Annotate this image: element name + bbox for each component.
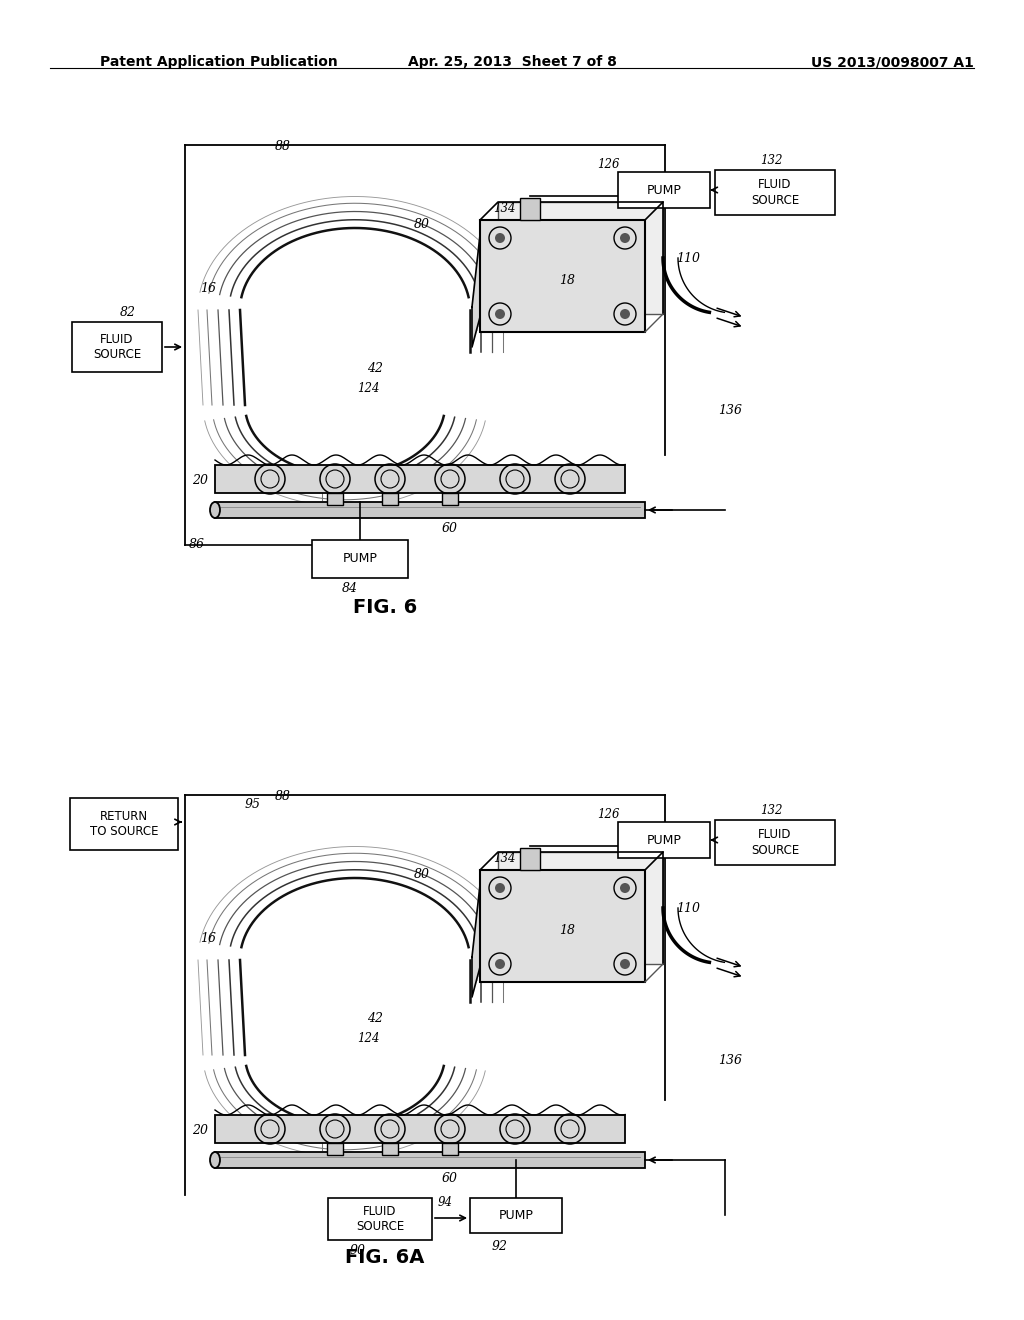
Circle shape — [495, 309, 505, 319]
Text: 18: 18 — [559, 275, 575, 288]
Bar — [215, 502, 645, 517]
Text: 136: 136 — [718, 404, 742, 417]
Bar — [519, 847, 540, 870]
Bar — [442, 492, 458, 506]
Text: 20: 20 — [193, 1123, 208, 1137]
Bar — [327, 492, 343, 506]
Bar — [70, 799, 178, 850]
Text: 92: 92 — [492, 1241, 508, 1254]
Bar — [215, 1115, 625, 1143]
Text: FLUID
SOURCE: FLUID SOURCE — [751, 829, 799, 857]
Bar — [498, 851, 663, 964]
Text: 132: 132 — [760, 804, 782, 817]
Bar — [442, 1143, 458, 1155]
Text: PUMP: PUMP — [499, 1209, 534, 1222]
Text: FIG. 6A: FIG. 6A — [345, 1247, 425, 1267]
Text: 124: 124 — [356, 381, 379, 395]
Text: 18: 18 — [559, 924, 575, 937]
Circle shape — [620, 883, 630, 894]
Bar — [72, 322, 162, 372]
Bar — [470, 1199, 562, 1233]
Text: 88: 88 — [275, 140, 291, 153]
Text: 42: 42 — [367, 1011, 383, 1024]
Circle shape — [620, 309, 630, 319]
Text: 95: 95 — [245, 799, 261, 810]
Text: 124: 124 — [356, 1031, 379, 1044]
Text: FIG. 6: FIG. 6 — [353, 598, 417, 616]
Bar — [715, 170, 835, 215]
Bar — [328, 1199, 432, 1239]
Text: 80: 80 — [414, 219, 430, 231]
Text: 90: 90 — [350, 1243, 366, 1257]
Polygon shape — [472, 884, 480, 997]
Text: 94: 94 — [437, 1196, 453, 1209]
Bar — [327, 1143, 343, 1155]
Text: PUMP: PUMP — [343, 553, 378, 565]
Bar — [312, 540, 408, 578]
Text: 42: 42 — [367, 362, 383, 375]
Bar — [382, 1143, 398, 1155]
Ellipse shape — [210, 502, 220, 517]
Text: 80: 80 — [414, 869, 430, 882]
Bar — [215, 465, 625, 492]
Circle shape — [620, 960, 630, 969]
Text: FLUID
SOURCE: FLUID SOURCE — [751, 178, 799, 206]
Bar — [715, 820, 835, 865]
Polygon shape — [472, 235, 480, 347]
Text: 20: 20 — [193, 474, 208, 487]
Text: Patent Application Publication: Patent Application Publication — [100, 55, 338, 69]
Circle shape — [620, 234, 630, 243]
Text: FLUID
SOURCE: FLUID SOURCE — [93, 333, 141, 360]
Text: 60: 60 — [442, 521, 458, 535]
Text: 110: 110 — [676, 902, 700, 915]
Text: 126: 126 — [597, 158, 620, 172]
Text: RETURN
TO SOURCE: RETURN TO SOURCE — [90, 810, 159, 838]
Circle shape — [495, 883, 505, 894]
Text: 60: 60 — [442, 1172, 458, 1184]
Bar — [480, 870, 645, 982]
Bar — [618, 822, 710, 858]
Text: 132: 132 — [760, 153, 782, 166]
Bar — [215, 1152, 645, 1168]
Text: 82: 82 — [120, 305, 136, 318]
Text: 126: 126 — [597, 808, 620, 821]
Text: 134: 134 — [494, 851, 516, 865]
Text: 84: 84 — [342, 582, 358, 594]
Bar — [382, 492, 398, 506]
Bar — [519, 198, 540, 220]
Text: Apr. 25, 2013  Sheet 7 of 8: Apr. 25, 2013 Sheet 7 of 8 — [408, 55, 616, 69]
Circle shape — [495, 234, 505, 243]
Text: US 2013/0098007 A1: US 2013/0098007 A1 — [811, 55, 974, 69]
Ellipse shape — [210, 1152, 220, 1168]
Bar — [618, 172, 710, 209]
Text: 136: 136 — [718, 1053, 742, 1067]
Text: 88: 88 — [275, 789, 291, 803]
Text: 110: 110 — [676, 252, 700, 264]
Text: 16: 16 — [200, 281, 216, 294]
Text: FLUID
SOURCE: FLUID SOURCE — [356, 1205, 404, 1233]
Circle shape — [495, 960, 505, 969]
Bar — [480, 220, 645, 333]
Text: 86: 86 — [189, 539, 205, 552]
Text: PUMP: PUMP — [646, 833, 681, 846]
Text: 134: 134 — [494, 202, 516, 214]
Text: PUMP: PUMP — [646, 183, 681, 197]
Bar — [498, 202, 663, 314]
Text: 16: 16 — [200, 932, 216, 945]
